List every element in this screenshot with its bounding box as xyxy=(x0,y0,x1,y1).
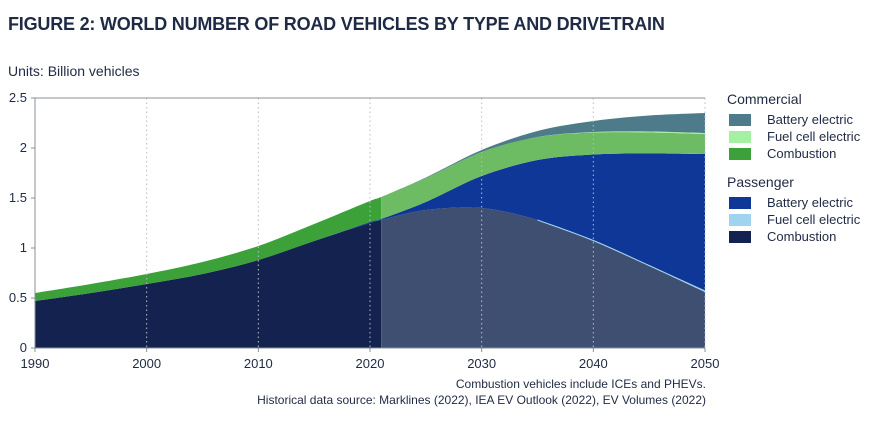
legend-passenger-battery-electric-label: Battery electric xyxy=(767,195,853,210)
legend-heading-passenger: Passenger xyxy=(727,174,794,190)
y-tick-label: 2 xyxy=(20,140,27,155)
x-tick-label: 2000 xyxy=(132,356,161,371)
y-tick-label: 1.5 xyxy=(9,190,27,205)
footnote: Combustion vehicles include ICEs and PHE… xyxy=(455,377,706,391)
legend-passenger-combustion-label: Combustion xyxy=(767,229,836,244)
x-tick-label: 2010 xyxy=(244,356,273,371)
passenger-combustion-area-history xyxy=(35,220,382,348)
units-prefix: Units: xyxy=(8,63,44,79)
y-tick-label: 2.5 xyxy=(9,90,27,105)
chart-title: FIGURE 2: WORLD NUMBER OF ROAD VEHICLES … xyxy=(8,14,665,34)
commercial-combustion-area-forecast xyxy=(381,132,705,220)
x-tick-label: 2030 xyxy=(467,356,496,371)
x-tick-label: 2040 xyxy=(579,356,608,371)
passenger-combustion-area-forecast xyxy=(381,207,705,348)
x-tick-label: 2050 xyxy=(691,356,720,371)
legend-passenger-fuel-cell-electric-label: Fuel cell electric xyxy=(767,212,861,227)
passenger-battery-electric-area-forecast xyxy=(381,153,705,291)
legend-heading-commercial: Commercial xyxy=(727,91,802,107)
legend-passenger-fuel-cell-electric-swatch xyxy=(729,214,751,226)
x-tick-label: 2020 xyxy=(356,356,385,371)
legend-passenger-battery-electric-swatch xyxy=(729,197,751,209)
units-value: Billion vehicles xyxy=(47,63,140,79)
y-tick-label: 1 xyxy=(20,240,27,255)
commercial-combustion-area-history xyxy=(35,197,382,301)
commercial-battery-electric-area-forecast xyxy=(381,113,705,198)
units-label: Units: Billion vehicles xyxy=(8,63,140,79)
legend-commercial-battery-electric-swatch xyxy=(729,114,751,126)
legend-commercial-fuel-cell-electric-label: Fuel cell electric xyxy=(767,129,861,144)
legend-commercial-fuel-cell-electric-swatch xyxy=(729,131,751,143)
x-tick-label: 1990 xyxy=(21,356,50,371)
y-tick-label: 0 xyxy=(20,340,27,355)
passenger-fuel-cell-edge xyxy=(537,219,706,292)
legend-commercial-combustion-label: Combustion xyxy=(767,146,836,161)
legend-commercial-battery-electric-label: Battery electric xyxy=(767,112,853,127)
legend-passenger-combustion-swatch xyxy=(729,231,751,243)
source-note: Historical data source: Marklines (2022)… xyxy=(257,393,706,407)
legend-commercial-combustion-swatch xyxy=(729,148,751,160)
y-tick-label: 0.5 xyxy=(9,290,27,305)
